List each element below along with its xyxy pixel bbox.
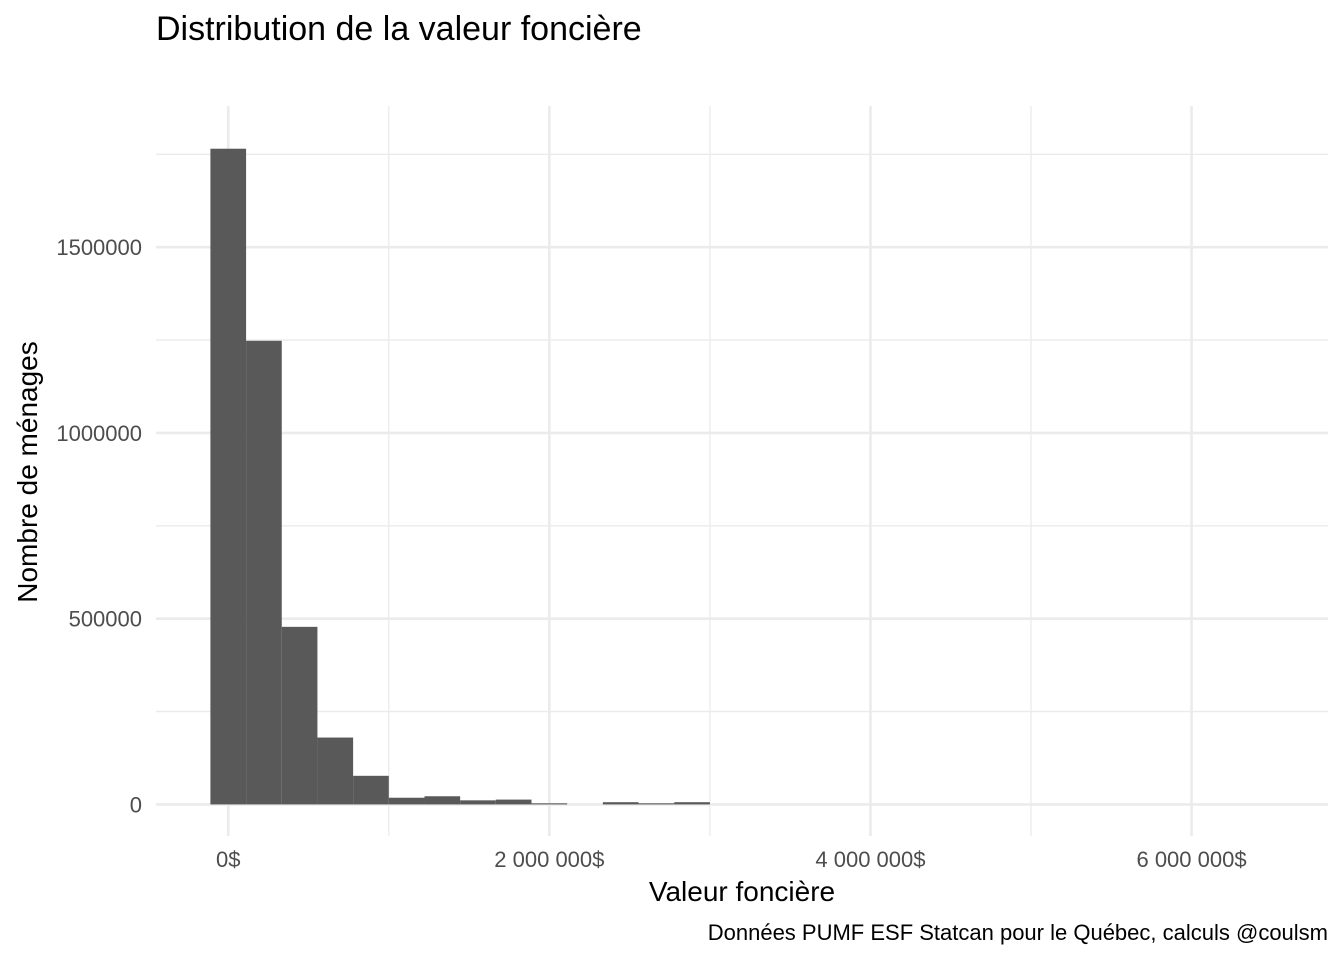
histogram-bar	[353, 775, 389, 805]
axis-tick-labels: 0$ 2 000 000$ 4 000 000$ 6 000 000$ 0 500000 1…	[56, 235, 1246, 872]
histogram-bar	[638, 803, 675, 805]
histogram-bars	[210, 148, 710, 805]
y-tick-label: 1500000	[56, 235, 142, 260]
histogram-bar	[281, 626, 318, 805]
histogram-bar	[388, 797, 425, 805]
x-tick-label: 0$	[216, 847, 240, 872]
x-axis-title: Valeur foncière	[649, 876, 835, 907]
x-tick-label: 4 000 000$	[815, 847, 925, 872]
x-tick-label: 2 000 000$	[494, 847, 604, 872]
histogram-bar	[531, 803, 568, 805]
histogram-bar	[460, 800, 496, 805]
chart-title: Distribution de la valeur foncière	[156, 10, 642, 48]
chart-caption: Données PUMF ESF Statcan pour le Québec,…	[708, 920, 1328, 945]
y-tick-label: 1000000	[56, 421, 142, 446]
histogram-bar	[246, 340, 282, 805]
x-tick-label: 6 000 000$	[1136, 847, 1246, 872]
y-axis-title: Nombre de ménages	[12, 341, 43, 602]
histogram-bar	[495, 799, 532, 805]
histogram-bar	[674, 802, 710, 805]
histogram-bar	[210, 148, 247, 805]
histogram-bar	[424, 796, 461, 805]
histogram-bar	[602, 802, 639, 805]
grid-lines	[156, 106, 1328, 836]
histogram-bar	[317, 737, 354, 805]
y-tick-label: 0	[130, 792, 142, 817]
y-tick-label: 500000	[69, 607, 142, 632]
